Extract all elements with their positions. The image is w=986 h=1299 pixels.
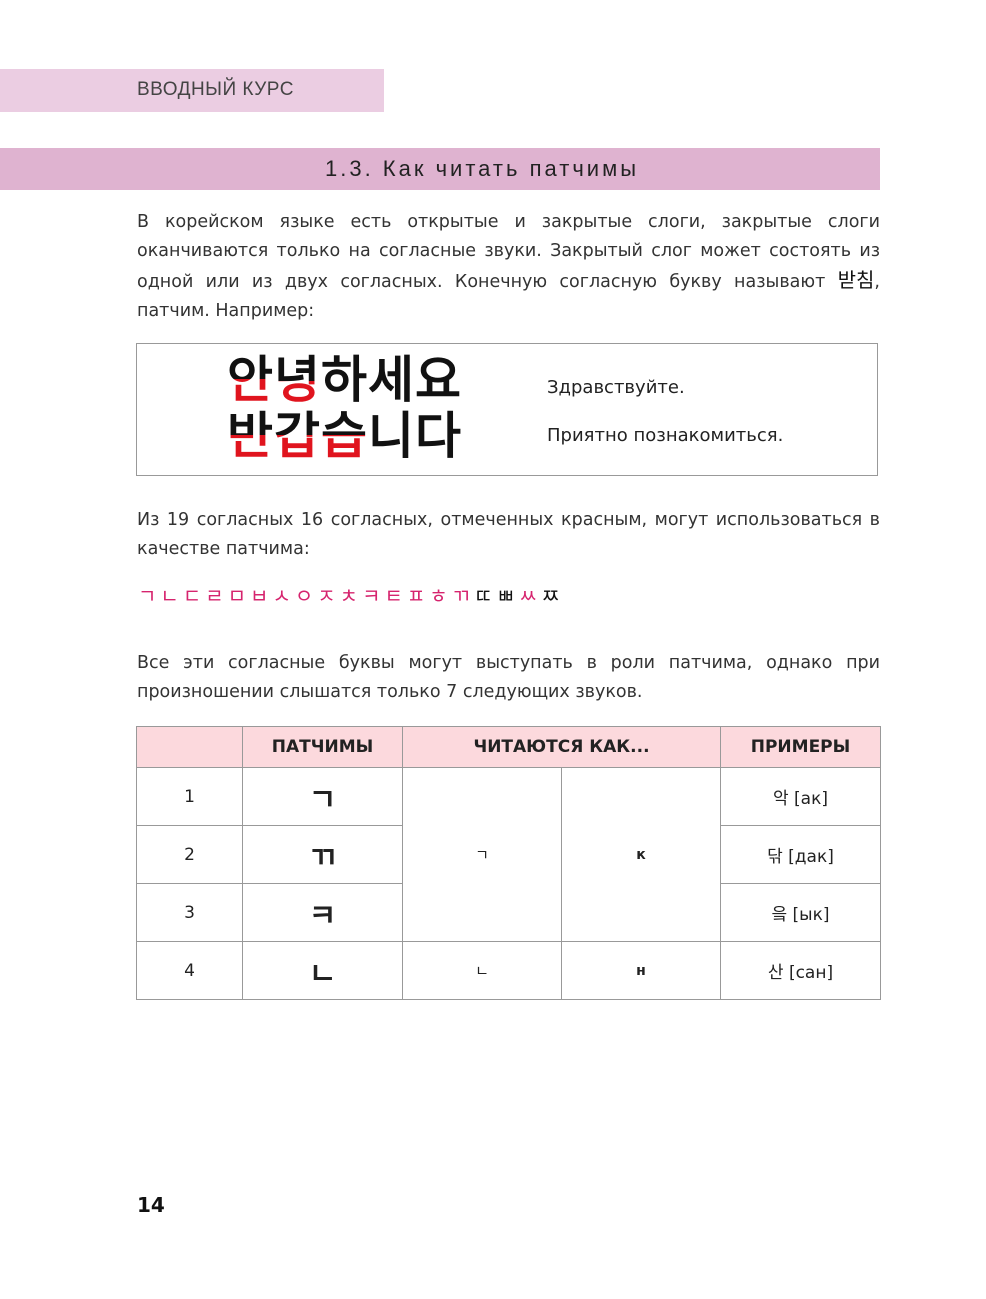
patchim-cell: ㄱ (242, 767, 403, 826)
consonant: ㄷ (182, 584, 203, 608)
patchim-cell: ㄴ (242, 941, 403, 1000)
header-examples: ПРИМЕРЫ (720, 726, 881, 768)
consonant: ㅇ (294, 584, 315, 608)
consonant: ㄱ (138, 584, 158, 608)
table-row: 2 ㄲ 닦 [дак] (136, 825, 881, 884)
table-row: 4 ㄴ ㄴ н 산 [сан] (136, 941, 881, 1000)
syllable: 갑 (274, 407, 321, 465)
row-number: 3 (136, 883, 243, 942)
header-patchim: ПАТЧИМЫ (242, 726, 403, 768)
consonant: ㅆ (518, 584, 539, 608)
example-box: 안녕하세요 반갑습니다 Здравствуйте. Приятно познак… (136, 343, 878, 476)
consonant: ㄲ (451, 584, 472, 608)
table-row: 3 ㅋ 읔 [ык] (136, 883, 881, 942)
page-number: 14 (137, 1193, 165, 1217)
row-number: 1 (136, 767, 243, 826)
example-cell: 닦 [дак] (720, 825, 881, 884)
consonant: ㅈ (317, 584, 337, 608)
section-header: 1.3. Как читать патчимы (0, 148, 880, 190)
consonant: ㅋ (362, 584, 382, 608)
syllable: 세 (368, 351, 415, 409)
consonant: ㅌ (384, 584, 404, 608)
consonant: ㄹ (205, 584, 225, 608)
consonant: ㅉ (541, 584, 561, 608)
header-reads-as: ЧИТАЮТСЯ КАК... (402, 726, 721, 768)
syllable: 반 (227, 407, 274, 465)
section-title: 1.3. Как читать патчимы (325, 156, 640, 181)
reads-as-sound: н (561, 941, 721, 1000)
translation-1: Здравствуйте. (547, 377, 685, 398)
header-number (136, 726, 243, 768)
table-header-row: ПАТЧИМЫ ЧИТАЮТСЯ КАК... ПРИМЕРЫ (136, 726, 881, 768)
syllable: 습 (321, 407, 368, 465)
syllable: 안 (227, 351, 274, 409)
intro-text: В корейском языке есть открытые и закрыт… (137, 212, 880, 292)
row-number: 2 (136, 825, 243, 884)
consonant: ㅅ (272, 584, 292, 608)
syllable: 요 (415, 351, 462, 409)
consonant: ㅁ (227, 584, 248, 608)
intro-paragraph: В корейском языке есть открытые и закрыт… (137, 208, 880, 326)
translation-2: Приятно познакомиться. (547, 425, 784, 446)
syllable: 하 (321, 351, 368, 409)
reads-as-sound: к (561, 767, 721, 942)
korean-line-1: 안녕하세요 (227, 352, 462, 408)
example-cell: 산 [сан] (720, 941, 881, 1000)
row-number: 4 (136, 941, 243, 1000)
paragraph-2: Из 19 согласных 16 согласных, отмеченных… (137, 510, 880, 559)
reads-as-jamo: ㄱ (402, 767, 562, 942)
example-cell: 읔 [ык] (720, 883, 881, 942)
consonant: ㅂ (250, 584, 270, 608)
patchim-cell: ㅋ (242, 883, 403, 942)
example-cell: 악 [ак] (720, 767, 881, 826)
syllable: 다 (415, 407, 462, 465)
korean-line-2: 반갑습니다 (227, 408, 462, 464)
consonant: ㅃ (496, 584, 516, 608)
reads-as-jamo: ㄴ (402, 941, 562, 1000)
consonant: ㄸ (474, 584, 494, 608)
patchim-cell: ㄲ (242, 825, 403, 884)
consonant: ㅎ (429, 584, 449, 608)
consonant: ㄴ (160, 584, 180, 608)
syllable: 녕 (274, 351, 321, 409)
syllable: 니 (368, 407, 415, 465)
consonant: ㅊ (339, 584, 360, 608)
patchim-table: ПАТЧИМЫ ЧИТАЮТСЯ КАК... ПРИМЕРЫ 1 ㄱ ㄱ к … (136, 726, 881, 1000)
table-row: 1 ㄱ ㄱ к 악 [ак] (136, 767, 881, 942)
intro-text-after: , патчим. Например: (137, 272, 880, 321)
running-header: ВВОДНЫЙ КУРС (0, 69, 384, 112)
running-header-text: ВВОДНЫЙ КУРС (137, 79, 294, 100)
consonant: ㅍ (406, 584, 427, 608)
korean-term: 받침 (837, 268, 875, 292)
paragraph-3: Все эти согласные буквы могут выступать … (137, 653, 880, 702)
